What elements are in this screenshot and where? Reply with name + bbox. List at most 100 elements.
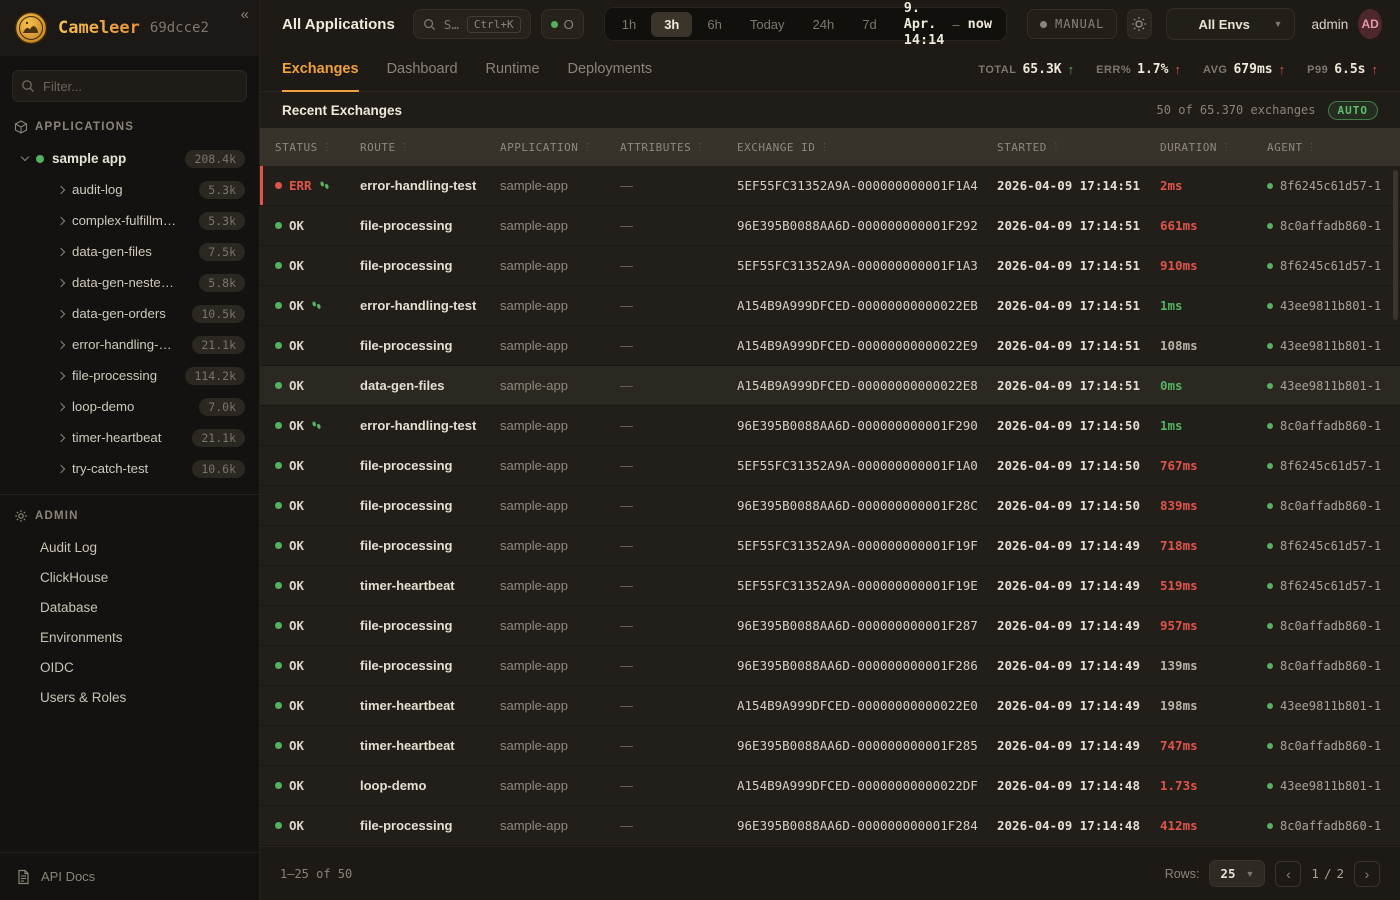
column-header[interactable]: EXCHANGE ID ⋮: [737, 141, 997, 154]
table-row[interactable]: ERR error-handling-test sample-app — 5EF…: [260, 166, 1400, 206]
sidebar-route-item[interactable]: data-gen-files 7.5k: [0, 236, 259, 267]
theme-toggle-button[interactable]: [1127, 9, 1152, 39]
status-cell: OK: [275, 818, 360, 833]
table-row[interactable]: OK error-handling-test sample-app — 96E3…: [260, 406, 1400, 446]
admin-nav-item[interactable]: OIDC: [40, 659, 74, 675]
exchange-id-cell: 96E395B0088AA6D-000000000001F285: [737, 738, 978, 753]
column-header[interactable]: ROUTE ⋮: [360, 141, 500, 154]
application-cell: sample-app: [500, 538, 568, 553]
time-range-button[interactable]: 1h: [609, 12, 649, 37]
route-cell: file-processing: [360, 498, 453, 513]
started-cell: 2026-04-09 17:14:49: [997, 738, 1140, 753]
table-row[interactable]: OK file-processing sample-app — 96E395B0…: [260, 486, 1400, 526]
time-range-button[interactable]: Today: [737, 12, 798, 37]
column-header[interactable]: ATTRIBUTES ⋮: [620, 141, 737, 154]
sidebar-item-sample-app[interactable]: sample app 208.4k: [0, 143, 259, 174]
agent-id: 8c0affadb860-1: [1280, 658, 1382, 673]
table-row[interactable]: OK file-processing sample-app — 96E395B0…: [260, 806, 1400, 846]
environment-value: All Envs: [1198, 16, 1250, 32]
application-cell: sample-app: [500, 658, 568, 673]
table-row[interactable]: OK loop-demo sample-app — A154B9A999DFCE…: [260, 766, 1400, 806]
table-row[interactable]: OK file-processing sample-app — A154B9A9…: [260, 326, 1400, 366]
chevron-down-icon: ▼: [1273, 19, 1283, 29]
sidebar-route-item[interactable]: error-handling-… 21.1k: [0, 329, 259, 360]
route-cell: file-processing: [360, 458, 453, 473]
table-row[interactable]: OK timer-heartbeat sample-app — 96E395B0…: [260, 726, 1400, 766]
status-dot: [275, 422, 282, 429]
column-header[interactable]: STARTED ⋮: [997, 141, 1160, 154]
admin-nav-item[interactable]: Environments: [40, 629, 123, 645]
tab[interactable]: Exchanges: [282, 48, 359, 92]
scrollbar-thumb[interactable]: [1393, 170, 1398, 320]
column-header[interactable]: APPLICATION ⋮: [500, 141, 620, 154]
agent-cell: 43ee9811b801-1: [1267, 779, 1400, 793]
range-end-button[interactable]: now: [967, 16, 992, 32]
tab[interactable]: Runtime: [485, 61, 540, 77]
table-row[interactable]: OK file-processing sample-app — 96E395B0…: [260, 646, 1400, 686]
exchange-id-cell: 96E395B0088AA6D-000000000001F284: [737, 818, 978, 833]
next-page-button[interactable]: ›: [1354, 860, 1380, 887]
sort-icon: ⋮: [582, 141, 593, 153]
sidebar-route-item[interactable]: data-gen-neste… 5.8k: [0, 267, 259, 298]
agent-cell: 43ee9811b801-1: [1267, 699, 1400, 713]
tab[interactable]: Deployments: [567, 61, 653, 77]
table-row[interactable]: OK data-gen-files sample-app — A154B9A99…: [260, 366, 1400, 406]
application-cell: sample-app: [500, 458, 568, 473]
application-cell: sample-app: [500, 698, 568, 713]
column-header[interactable]: AGENT ⋮: [1267, 141, 1400, 154]
sidebar-route-item[interactable]: audit-log 5.3k: [0, 174, 259, 205]
time-range-button[interactable]: 6h: [694, 12, 734, 37]
column-header[interactable]: STATUS ⋮: [275, 141, 360, 154]
sidebar-route-item[interactable]: file-processing 114.2k: [0, 360, 259, 391]
previous-page-button[interactable]: ‹: [1275, 860, 1302, 887]
table-row[interactable]: OK timer-heartbeat sample-app — A154B9A9…: [260, 686, 1400, 726]
rows-per-page-select[interactable]: 25 ▼: [1209, 860, 1266, 887]
time-range-button[interactable]: 24h: [800, 12, 848, 37]
manual-refresh-button[interactable]: MANUAL: [1026, 9, 1118, 39]
duration-cell: 412ms: [1160, 818, 1198, 833]
agent-id: 8f6245c61d57-1: [1280, 258, 1382, 273]
table-row[interactable]: OK error-handling-test sample-app — A154…: [260, 286, 1400, 326]
table-row[interactable]: OK file-processing sample-app — 5EF55FC3…: [260, 446, 1400, 486]
auto-refresh-badge[interactable]: AUTO: [1327, 100, 1378, 120]
topbar: All Applications S… Ctrl+K O 1h 3h 6h To…: [260, 0, 1400, 48]
sidebar-route-item[interactable]: timer-heartbeat 21.1k: [0, 422, 259, 453]
route-label: loop-demo: [72, 399, 135, 414]
admin-nav-item[interactable]: Audit Log: [40, 539, 98, 555]
admin-nav-item[interactable]: Users & Roles: [40, 689, 127, 705]
duration-cell: 767ms: [1160, 458, 1198, 473]
sidebar-route-item[interactable]: loop-demo 7.0k: [0, 391, 259, 422]
column-label: STARTED: [997, 140, 1047, 154]
time-range-button[interactable]: 3h: [651, 11, 693, 37]
global-search-button[interactable]: S… Ctrl+K: [412, 9, 531, 39]
table-row[interactable]: OK file-processing sample-app — 5EF55FC3…: [260, 246, 1400, 286]
avatar[interactable]: AD: [1358, 9, 1382, 39]
table-row[interactable]: OK file-processing sample-app — 96E395B0…: [260, 206, 1400, 246]
sidebar-route-item[interactable]: data-gen-orders 10.5k: [0, 298, 259, 329]
sidebar-route-item[interactable]: try-catch-test 10.6k: [0, 453, 259, 484]
agent-id: 8c0affadb860-1: [1280, 498, 1382, 513]
table-row[interactable]: OK file-processing sample-app — 96E395B0…: [260, 606, 1400, 646]
online-status-button[interactable]: O: [540, 9, 584, 39]
admin-label: ADMIN: [35, 510, 79, 522]
route-label: error-handling-…: [72, 337, 172, 352]
admin-nav-item[interactable]: ClickHouse: [40, 569, 109, 585]
sidebar-route-item[interactable]: complex-fulfillm… 5.3k: [0, 205, 259, 236]
tab[interactable]: Dashboard: [386, 61, 458, 77]
status-dot: [275, 542, 282, 549]
collapse-sidebar-icon[interactable]: «: [240, 6, 249, 23]
column-header[interactable]: DURATION ⋮: [1160, 141, 1267, 154]
table-row[interactable]: OK file-processing sample-app — 5EF55FC3…: [260, 526, 1400, 566]
status-label: OK: [289, 618, 305, 633]
environment-select[interactable]: All Envs ▼: [1165, 8, 1296, 40]
time-range-button[interactable]: 7d: [849, 12, 889, 37]
duration-cell: 957ms: [1160, 618, 1198, 633]
table-row[interactable]: OK timer-heartbeat sample-app — 5EF55FC3…: [260, 566, 1400, 606]
status-cell: OK: [275, 298, 360, 313]
range-start-button[interactable]: 9. Apr. 14:14: [903, 0, 945, 48]
admin-nav-item[interactable]: Database: [40, 599, 98, 615]
duration-cell: 910ms: [1160, 258, 1198, 273]
api-docs-link[interactable]: API Docs: [0, 852, 259, 900]
sort-icon: ⋮: [1306, 141, 1318, 153]
filter-input[interactable]: [12, 70, 247, 102]
